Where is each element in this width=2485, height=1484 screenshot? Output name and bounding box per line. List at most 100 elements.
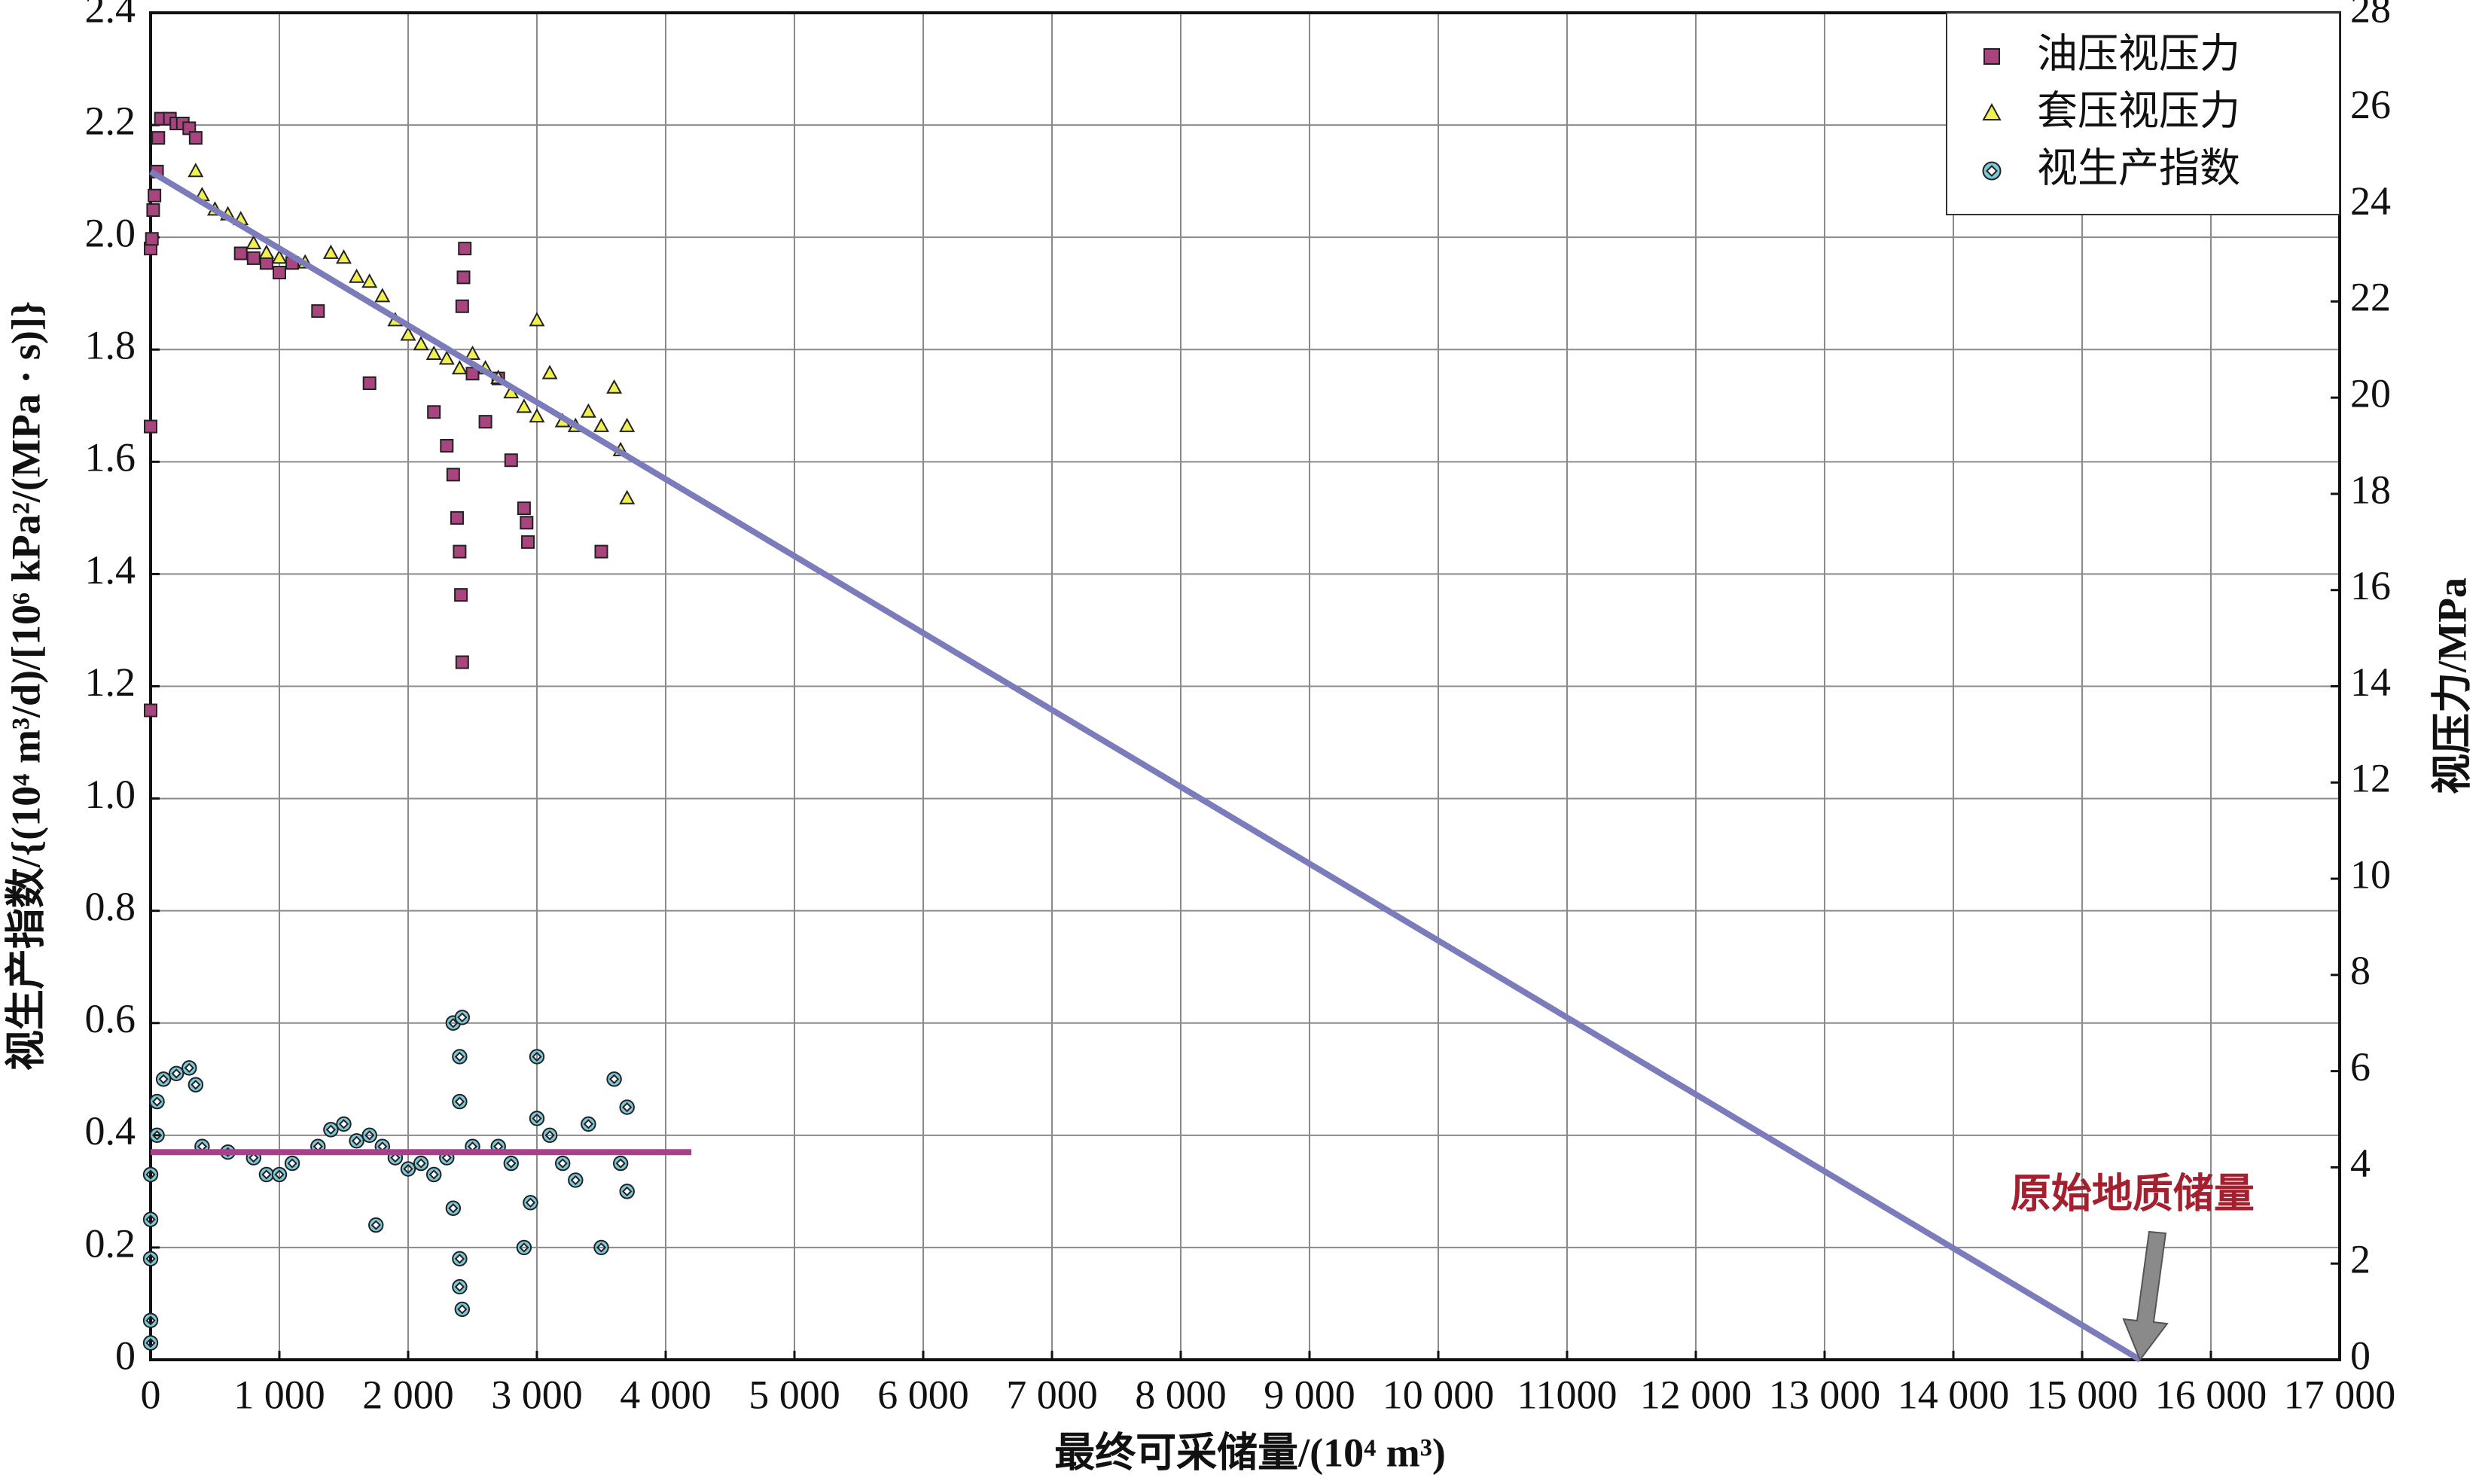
point [311, 304, 325, 318]
plot-frame [149, 11, 2341, 1361]
y2-tick-label: 6 [2350, 1044, 2371, 1089]
point [452, 1093, 468, 1110]
point [349, 268, 365, 283]
point [529, 312, 545, 327]
point [425, 345, 442, 361]
point [503, 1155, 520, 1172]
point [336, 249, 352, 264]
point [446, 468, 460, 482]
point [246, 251, 261, 265]
point [529, 1111, 545, 1126]
point [445, 1200, 462, 1216]
y2-tick-label: 22 [2350, 275, 2391, 320]
point [606, 1071, 622, 1087]
x-tick-label: 6 000 [877, 1372, 969, 1417]
point [456, 270, 471, 285]
y-tick-label: 1.4 [85, 547, 136, 593]
y2-tick-label: 26 [2350, 82, 2391, 127]
x-axis-label: 最终可采储量/(10⁴ m³) [1054, 1430, 1446, 1475]
point [400, 1161, 416, 1177]
y-tick-label: 1.6 [85, 435, 136, 480]
point [451, 360, 468, 375]
point [145, 232, 159, 246]
point [336, 1116, 352, 1132]
point [188, 163, 204, 178]
point [142, 1312, 159, 1329]
point [568, 1172, 584, 1188]
point [181, 1060, 197, 1076]
point [454, 1010, 471, 1025]
point [516, 1239, 532, 1256]
point [450, 510, 464, 525]
point [581, 1116, 596, 1132]
y2-axis-label: 视压力/MPa [2429, 577, 2474, 794]
legend-label: 视生产指数 [2037, 145, 2240, 190]
point [362, 376, 377, 390]
x-tick-label: 16 000 [2155, 1372, 2267, 1417]
y-tick-label: 0.4 [85, 1108, 136, 1153]
point [554, 1155, 571, 1172]
x-tick-label: 10 000 [1383, 1372, 1495, 1417]
y2-tick-label: 20 [2350, 371, 2391, 416]
point [453, 544, 467, 559]
x-tick-label: 11000 [1517, 1372, 1618, 1417]
point [361, 1127, 377, 1144]
point [454, 588, 468, 602]
point [612, 1155, 629, 1172]
x-tick-label: 14 000 [1898, 1372, 2010, 1417]
point [273, 266, 286, 280]
point [144, 419, 157, 434]
point [619, 1184, 635, 1199]
point [455, 299, 469, 313]
legend-label: 油压视压力 [2037, 31, 2240, 76]
point [149, 1093, 165, 1110]
point [142, 1335, 159, 1351]
point [322, 244, 339, 259]
point [142, 1251, 159, 1267]
point [440, 439, 454, 453]
point [427, 405, 441, 419]
point [233, 246, 248, 261]
y2-tick-label: 18 [2350, 467, 2391, 512]
y-tick-label: 2.4 [85, 0, 136, 31]
y-tick-label: 2.2 [85, 98, 136, 143]
point [452, 1251, 468, 1267]
y2-tick-label: 8 [2350, 948, 2371, 993]
point [188, 1077, 204, 1092]
point [146, 203, 160, 217]
y-tick-label: 0.8 [85, 884, 136, 929]
fit-line [148, 169, 2142, 1363]
x-tick-label: 17 000 [2284, 1372, 2396, 1417]
point [258, 244, 275, 259]
point [413, 336, 429, 351]
point [619, 489, 636, 504]
legend-box [1946, 12, 2340, 215]
point [465, 345, 480, 361]
point [517, 501, 531, 516]
y-tick-label: 0.6 [85, 996, 136, 1041]
point [529, 1049, 545, 1065]
x-tick-label: 13 000 [1769, 1372, 1881, 1417]
point [580, 403, 596, 418]
legend-marker [1982, 161, 2002, 181]
annotation-arrow [2122, 1230, 2169, 1362]
x-tick-label: 8 000 [1135, 1372, 1227, 1417]
legend-label: 套压视压力 [2037, 88, 2240, 133]
point [504, 453, 518, 468]
y2-tick-label: 0 [2350, 1333, 2371, 1378]
point [516, 398, 532, 413]
x-tick-label: 3 000 [491, 1372, 583, 1417]
point [374, 288, 391, 303]
point [148, 188, 162, 203]
y2-tick-label: 12 [2350, 756, 2391, 801]
y-tick-label: 0.2 [85, 1220, 136, 1266]
point [151, 131, 166, 145]
x-tick-label: 15 000 [2026, 1372, 2139, 1417]
x-tick-label: 7 000 [1006, 1372, 1098, 1417]
point [142, 1211, 159, 1227]
point [452, 1278, 468, 1295]
x-tick-label: 1 000 [233, 1372, 325, 1417]
point [400, 326, 416, 341]
point [271, 249, 288, 264]
